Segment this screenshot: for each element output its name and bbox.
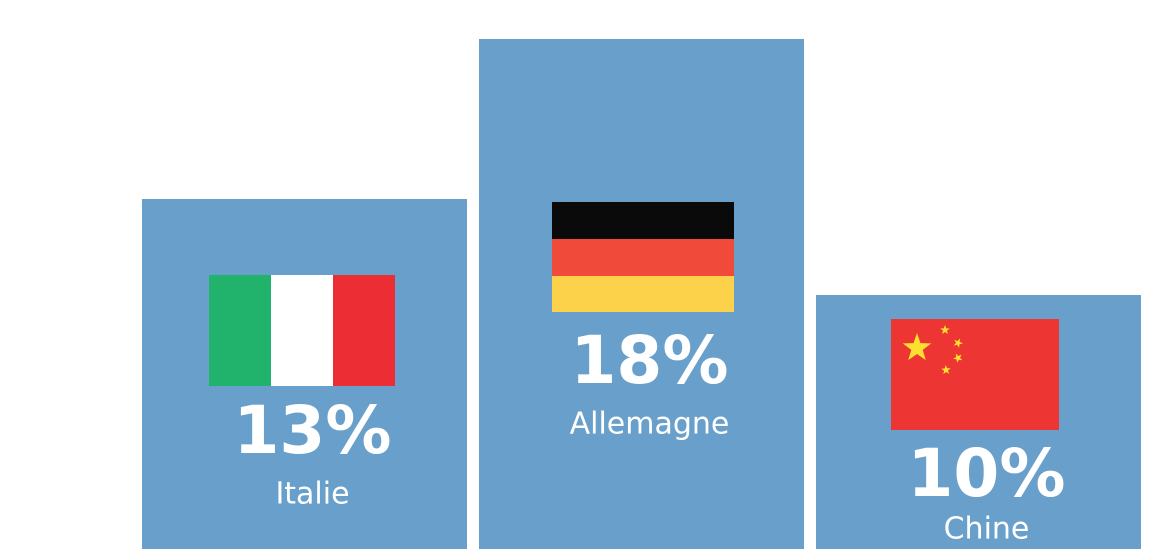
- flag-star: [953, 338, 963, 348]
- category-label: Italie: [275, 477, 349, 512]
- value-label: 13%: [234, 392, 392, 469]
- flag-star: [940, 325, 950, 334]
- category-label: Chine: [944, 512, 1030, 547]
- flag-italy: [209, 275, 395, 386]
- flag-stripe: [552, 276, 734, 312]
- category-label: Allemagne: [570, 407, 730, 442]
- flag-field: [891, 319, 1059, 430]
- flag-germany: [552, 202, 734, 312]
- flag-stripe: [271, 275, 333, 386]
- labels: 13% Italie 18% Allemagne 10%Chine: [234, 322, 1066, 546]
- flag-stripe: [209, 275, 271, 386]
- value-label: 10%: [908, 435, 1066, 512]
- flag-star: [941, 365, 951, 375]
- value-label: 18%: [571, 322, 729, 399]
- flag-star: [902, 333, 932, 361]
- flag-stripe: [552, 202, 734, 239]
- flag-stripe: [333, 275, 395, 386]
- flag-china: [891, 319, 1059, 430]
- flag-star: [953, 353, 963, 363]
- flag-stripe: [552, 239, 734, 276]
